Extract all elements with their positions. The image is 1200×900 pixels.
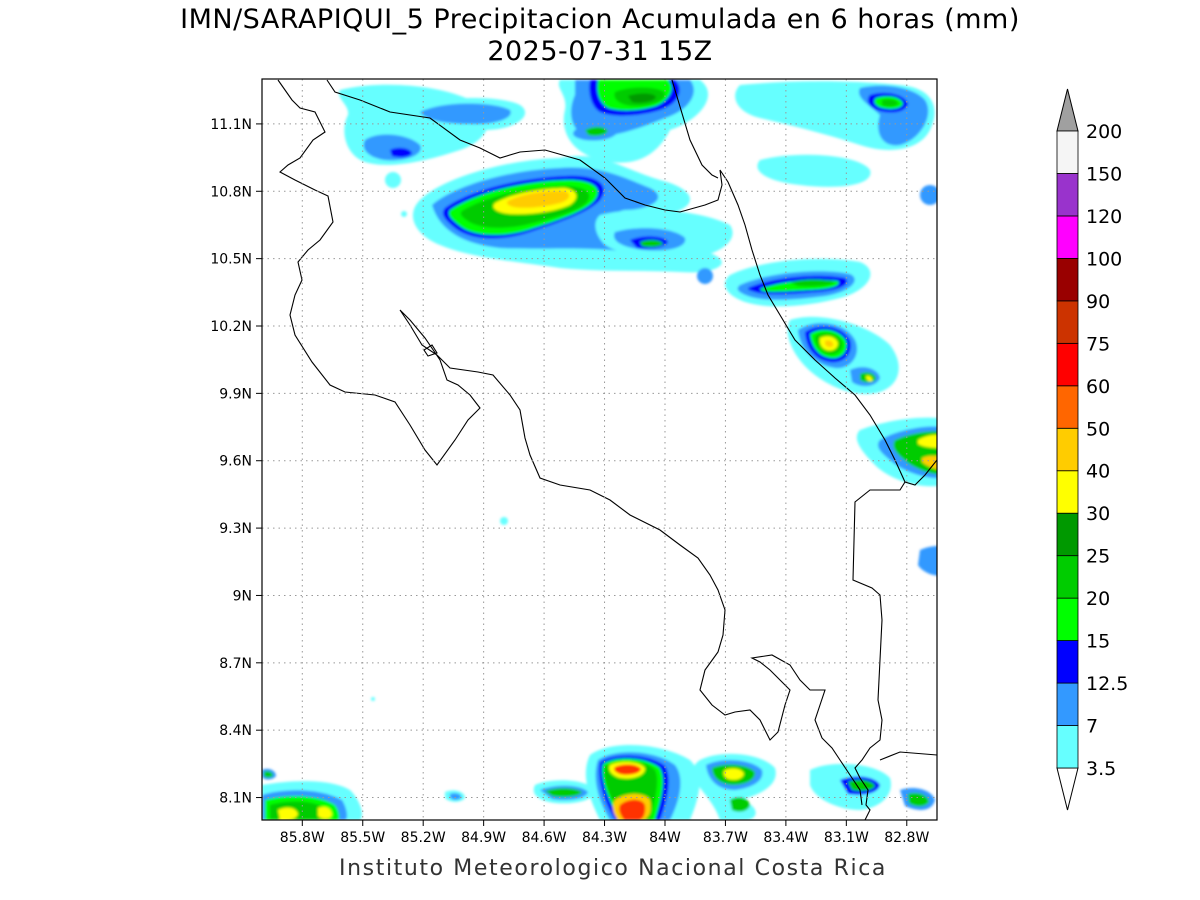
map-valid-time: 2025-07-31 15Z: [487, 36, 713, 67]
lat-tick-label: 8.4N: [219, 723, 252, 739]
precip-contour-7: [918, 545, 937, 576]
lon-tick-label: 83.4W: [763, 830, 808, 846]
lon-tick-label: 82.8W: [884, 830, 929, 846]
precip-contour-30: [278, 807, 298, 820]
precip-contour-20: [790, 279, 835, 287]
lon-tick-label: 83.7W: [703, 830, 748, 846]
colorbar-level-label: 12.5: [1086, 673, 1128, 695]
colorbar-level-label: 25: [1086, 546, 1110, 568]
colorbar-swatch: [1056, 640, 1079, 684]
precip-contour-15: [264, 771, 273, 778]
colorbar-level-label: 20: [1086, 588, 1110, 610]
precip-contour-7: [420, 103, 511, 125]
colorbar-level-label: 7: [1086, 716, 1098, 738]
precip-field: [262, 79, 937, 820]
lat-tick-label: 10.5N: [210, 252, 252, 268]
colorbar-swatch: [1056, 130, 1079, 174]
precip-contour-20: [882, 99, 898, 107]
precip-contour-15: [730, 797, 750, 812]
lat-tick-label: 10.8N: [210, 184, 252, 200]
colorbar-level-label: 200: [1086, 121, 1122, 143]
precip-contour-3.5: [401, 211, 407, 217]
lat-tick-label: 9.9N: [219, 386, 252, 402]
colorbar-under-arrow: [1056, 767, 1079, 811]
map-title: IMN/SARAPIQUI_5 Precipitacion Acumulada …: [180, 4, 1020, 35]
lon-tick-label: 84.6W: [522, 830, 567, 846]
colorbar-swatch: [1056, 300, 1079, 344]
colorbar-level-label: 90: [1086, 291, 1110, 313]
lon-tick-label: 85.5W: [340, 830, 385, 846]
precip-contour-30: [918, 434, 937, 448]
colorbar-level-label: 3.5: [1086, 758, 1116, 780]
colorbar-swatch: [1056, 257, 1079, 302]
colorbar-level-label: 60: [1086, 376, 1110, 398]
map-grid: [262, 79, 937, 820]
precip-contour-7: [920, 185, 937, 205]
precip-contour-25: [628, 93, 656, 103]
precip-contour-7: [450, 793, 462, 800]
map-frame: [261, 78, 938, 821]
lat-tick-label: 8.7N: [219, 656, 252, 672]
lat-tick-label: 10.2N: [210, 319, 252, 335]
precip-contour-3.5: [371, 697, 375, 701]
lat-tick-label: 8.1N: [219, 791, 252, 807]
precip-contour-15: [908, 792, 929, 807]
precip-contour-30: [866, 375, 873, 382]
precip-contour-7: [697, 268, 713, 284]
precip-contour-30: [922, 455, 937, 470]
colorbar-swatch: [1056, 597, 1079, 642]
lat-tick-label: 9.6N: [219, 454, 252, 470]
colorbar-swatch: [1056, 725, 1079, 769]
precip-contour-60: [614, 764, 641, 775]
lon-tick-label: 85.2W: [401, 830, 446, 846]
footer-credit: Instituto Meteorologico Nacional Costa R…: [339, 856, 887, 881]
precip-contour-12.5: [585, 126, 608, 136]
colorbar-swatch: [1056, 682, 1079, 726]
latitude-axis: 11.1N 10.8N 10.5N 10.2N 9.9N 9.6N 9.3N 9N 8.7N 8.…: [210, 117, 262, 807]
lon-tick-label: 84W: [649, 830, 681, 846]
lon-tick-label: 84.3W: [582, 830, 627, 846]
colorbar-swatch: [1056, 215, 1079, 259]
precip-contour-40: [506, 190, 570, 208]
precip-contour-3.5: [500, 517, 508, 525]
lon-tick-label: 84.9W: [461, 830, 506, 846]
colorbar-legend: 3.5 7 12.5 15 20 25 30 40 50 60 75 90 100 120 150 200: [1056, 88, 1128, 811]
colorbar-level-label: 75: [1086, 333, 1110, 355]
lon-tick-label: 83.1W: [824, 830, 869, 846]
colorbar-level-label: 30: [1086, 503, 1110, 525]
coastline: [277, 79, 937, 820]
colorbar-swatch: [1056, 342, 1079, 387]
lat-tick-label: 9N: [233, 588, 252, 604]
precip-contour-20: [545, 788, 582, 797]
precip-contour-40: [825, 340, 834, 348]
colorbar-level-label: 100: [1086, 248, 1122, 270]
precip-contour-15: [640, 239, 663, 248]
colorbar-swatch: [1056, 385, 1079, 429]
colorbar-swatch: [1056, 173, 1079, 217]
lat-tick-label: 11.1N: [210, 117, 252, 133]
precip-contour-3.5: [385, 172, 401, 188]
precip-contour-3.5: [757, 154, 871, 187]
colorbar-over-arrow: [1056, 88, 1079, 132]
precip-contour-30: [723, 768, 744, 780]
colorbar-level-label: 50: [1086, 418, 1110, 440]
precip-contour-12.5: [390, 147, 412, 158]
colorbar-level-label: 15: [1086, 631, 1110, 653]
colorbar-swatch: [1056, 427, 1079, 472]
longitude-axis: 85.8W 85.5W 85.2W 84.9W 84.6W 84.3W 84W 83.7W 83…: [280, 820, 929, 846]
colorbar-swatch: [1056, 555, 1079, 599]
colorbar-level-label: 120: [1086, 206, 1122, 228]
colorbar-level-label: 40: [1086, 461, 1110, 483]
colorbar-swatch: [1056, 470, 1079, 514]
precip-contour-60: [619, 799, 646, 820]
lat-tick-label: 9.3N: [219, 521, 252, 537]
colorbar-swatch: [1056, 512, 1079, 557]
lon-tick-label: 85.8W: [280, 830, 325, 846]
colorbar-level-label: 150: [1086, 163, 1122, 185]
precip-contour-30: [318, 806, 332, 819]
